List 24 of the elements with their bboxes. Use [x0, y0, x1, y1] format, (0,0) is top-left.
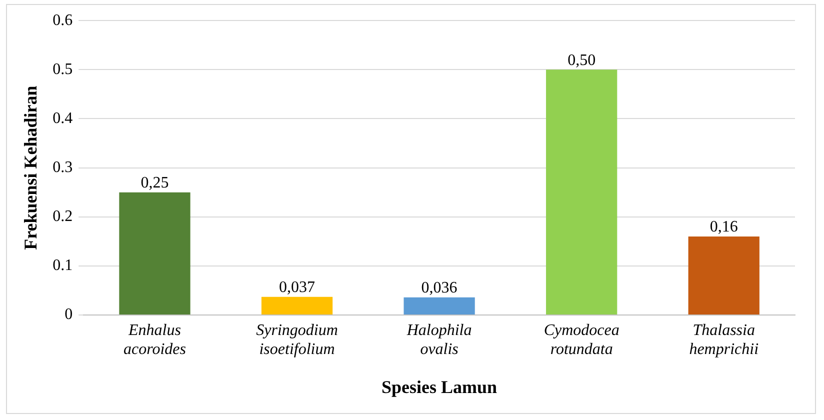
data-label: 0,25 — [140, 174, 169, 192]
x-axis-title: Spesies Lamun — [382, 376, 498, 397]
x-tick-label: Enhalus acoroides — [123, 322, 186, 358]
y-tick-label: 0.3 — [52, 159, 73, 176]
data-label: 0,16 — [710, 218, 738, 236]
bar — [688, 236, 760, 314]
y-tick-label: 0.6 — [52, 12, 73, 29]
x-tick-label: Syringodium isoetifolium — [256, 322, 338, 358]
x-tick-label: Thalassia hemprichii — [689, 322, 759, 358]
data-label: 0,036 — [421, 280, 458, 297]
bar — [404, 297, 475, 314]
data-label: 0,037 — [279, 279, 316, 296]
bar — [261, 296, 333, 314]
y-tick-label: 0.5 — [52, 60, 73, 78]
bar — [119, 192, 190, 314]
y-axis-title: Frekuensi Kehadiran — [20, 86, 40, 250]
y-tick-label: 0.2 — [52, 208, 73, 226]
data-label: 0,50 — [568, 52, 596, 69]
y-tick-label: 0.4 — [52, 110, 73, 127]
bar — [546, 70, 618, 314]
y-tick-label: 0 — [64, 306, 73, 324]
x-tick-label: Cymodocea rotundata — [544, 322, 620, 358]
x-tick-label: Halophila ovalis — [406, 322, 472, 358]
y-tick-label: 0.1 — [52, 257, 73, 274]
